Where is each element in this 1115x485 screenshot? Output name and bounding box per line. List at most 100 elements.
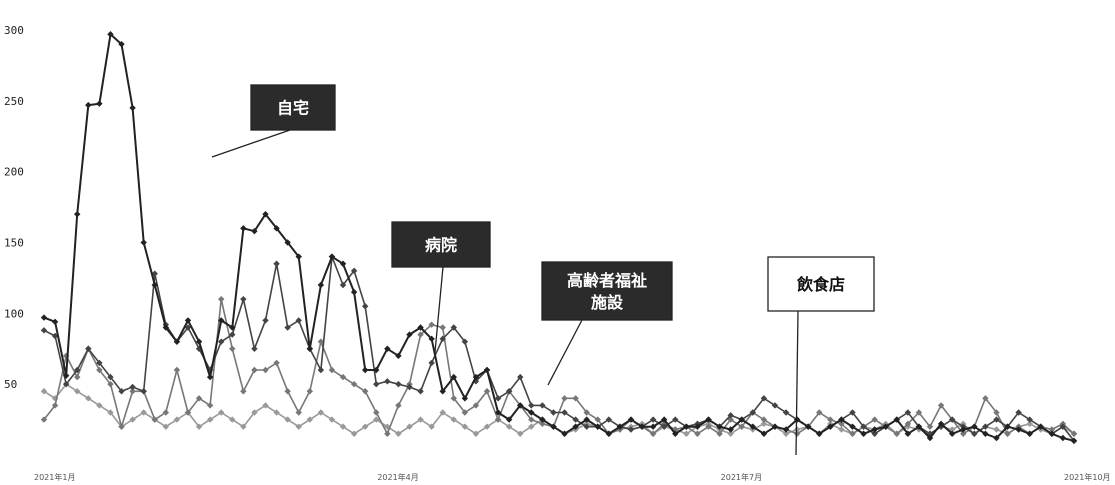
data-point (361, 388, 369, 395)
data-point (749, 423, 757, 430)
annotation-box (541, 261, 673, 321)
data-point (649, 416, 657, 423)
data-point (528, 402, 535, 409)
data-point (705, 416, 712, 423)
leader-line (795, 310, 799, 456)
data-point (683, 430, 690, 437)
data-point (218, 409, 225, 416)
series-line (43, 255, 1075, 442)
data-point (1026, 420, 1033, 428)
data-point (428, 335, 435, 343)
data-point (616, 423, 624, 430)
data-point (107, 380, 114, 388)
data-point (760, 395, 768, 402)
data-point (306, 345, 314, 352)
data-point (860, 423, 867, 430)
data-point (439, 388, 446, 395)
data-point (1059, 434, 1067, 442)
data-point (661, 416, 668, 423)
data-point (494, 409, 502, 416)
data-point (339, 281, 347, 289)
data-point (162, 409, 170, 416)
data-point (672, 430, 679, 437)
data-point (1048, 426, 1056, 433)
data-point (716, 430, 723, 437)
y-tick-label: 200 (4, 166, 24, 179)
data-point (550, 409, 557, 416)
data-point (51, 402, 59, 409)
data-point (350, 267, 358, 275)
data-point (694, 423, 701, 430)
data-point (151, 416, 158, 423)
data-point (793, 426, 801, 433)
annotation-box (391, 221, 491, 268)
data-point (804, 423, 812, 430)
data-point (971, 430, 978, 437)
data-point (406, 331, 413, 338)
data-point (937, 420, 945, 428)
data-point (251, 409, 258, 416)
data-point (539, 416, 546, 423)
data-point (173, 338, 181, 345)
data-point (450, 395, 457, 402)
data-point (827, 423, 834, 430)
data-point (993, 416, 1000, 423)
data-point (339, 260, 347, 267)
y-axis: 50 100 150 200 250 300 (4, 24, 24, 391)
data-point (428, 321, 435, 328)
data-point (40, 388, 48, 395)
data-point (184, 317, 192, 324)
data-point (960, 426, 967, 433)
data-point (948, 416, 956, 423)
data-point (494, 416, 502, 423)
data-point (838, 416, 845, 423)
data-point (251, 366, 258, 374)
data-point (74, 388, 81, 395)
x-tick-label: 2021年4月 (377, 472, 418, 482)
data-point (129, 388, 136, 395)
y-tick-label: 100 (4, 307, 24, 320)
data-point (328, 253, 336, 260)
data-point (417, 416, 424, 423)
data-point (273, 359, 280, 367)
data-point (107, 409, 114, 416)
annotation-label: 高齢者福祉 (567, 271, 647, 290)
data-point (638, 423, 646, 430)
data-point (284, 239, 291, 246)
data-point (971, 423, 978, 430)
data-point (605, 430, 613, 437)
data-point (273, 409, 280, 416)
data-point (771, 402, 779, 409)
data-point (295, 409, 302, 416)
data-point (74, 373, 81, 381)
data-point (96, 100, 103, 107)
data-point (572, 416, 579, 423)
data-point (672, 426, 679, 433)
x-tick-label: 2021年10月 (1064, 472, 1111, 482)
data-point (993, 434, 1000, 442)
data-point (605, 416, 613, 423)
data-point (760, 416, 768, 423)
data-point (62, 380, 70, 388)
data-point (251, 227, 258, 235)
data-point (129, 416, 136, 423)
data-point (251, 345, 258, 352)
data-point (1048, 430, 1056, 437)
data-point (594, 423, 601, 430)
data-point (483, 366, 491, 374)
data-point (727, 430, 734, 437)
data-point (517, 430, 524, 437)
data-point (262, 210, 269, 218)
data-point (1070, 437, 1078, 445)
data-point (871, 416, 878, 423)
data-point (306, 388, 314, 395)
data-point (173, 416, 181, 423)
data-point (594, 416, 601, 423)
data-point (583, 416, 590, 423)
data-point (184, 409, 192, 416)
data-point (361, 423, 369, 430)
data-point (240, 225, 247, 232)
data-point (229, 345, 236, 352)
leader-line (434, 266, 444, 353)
